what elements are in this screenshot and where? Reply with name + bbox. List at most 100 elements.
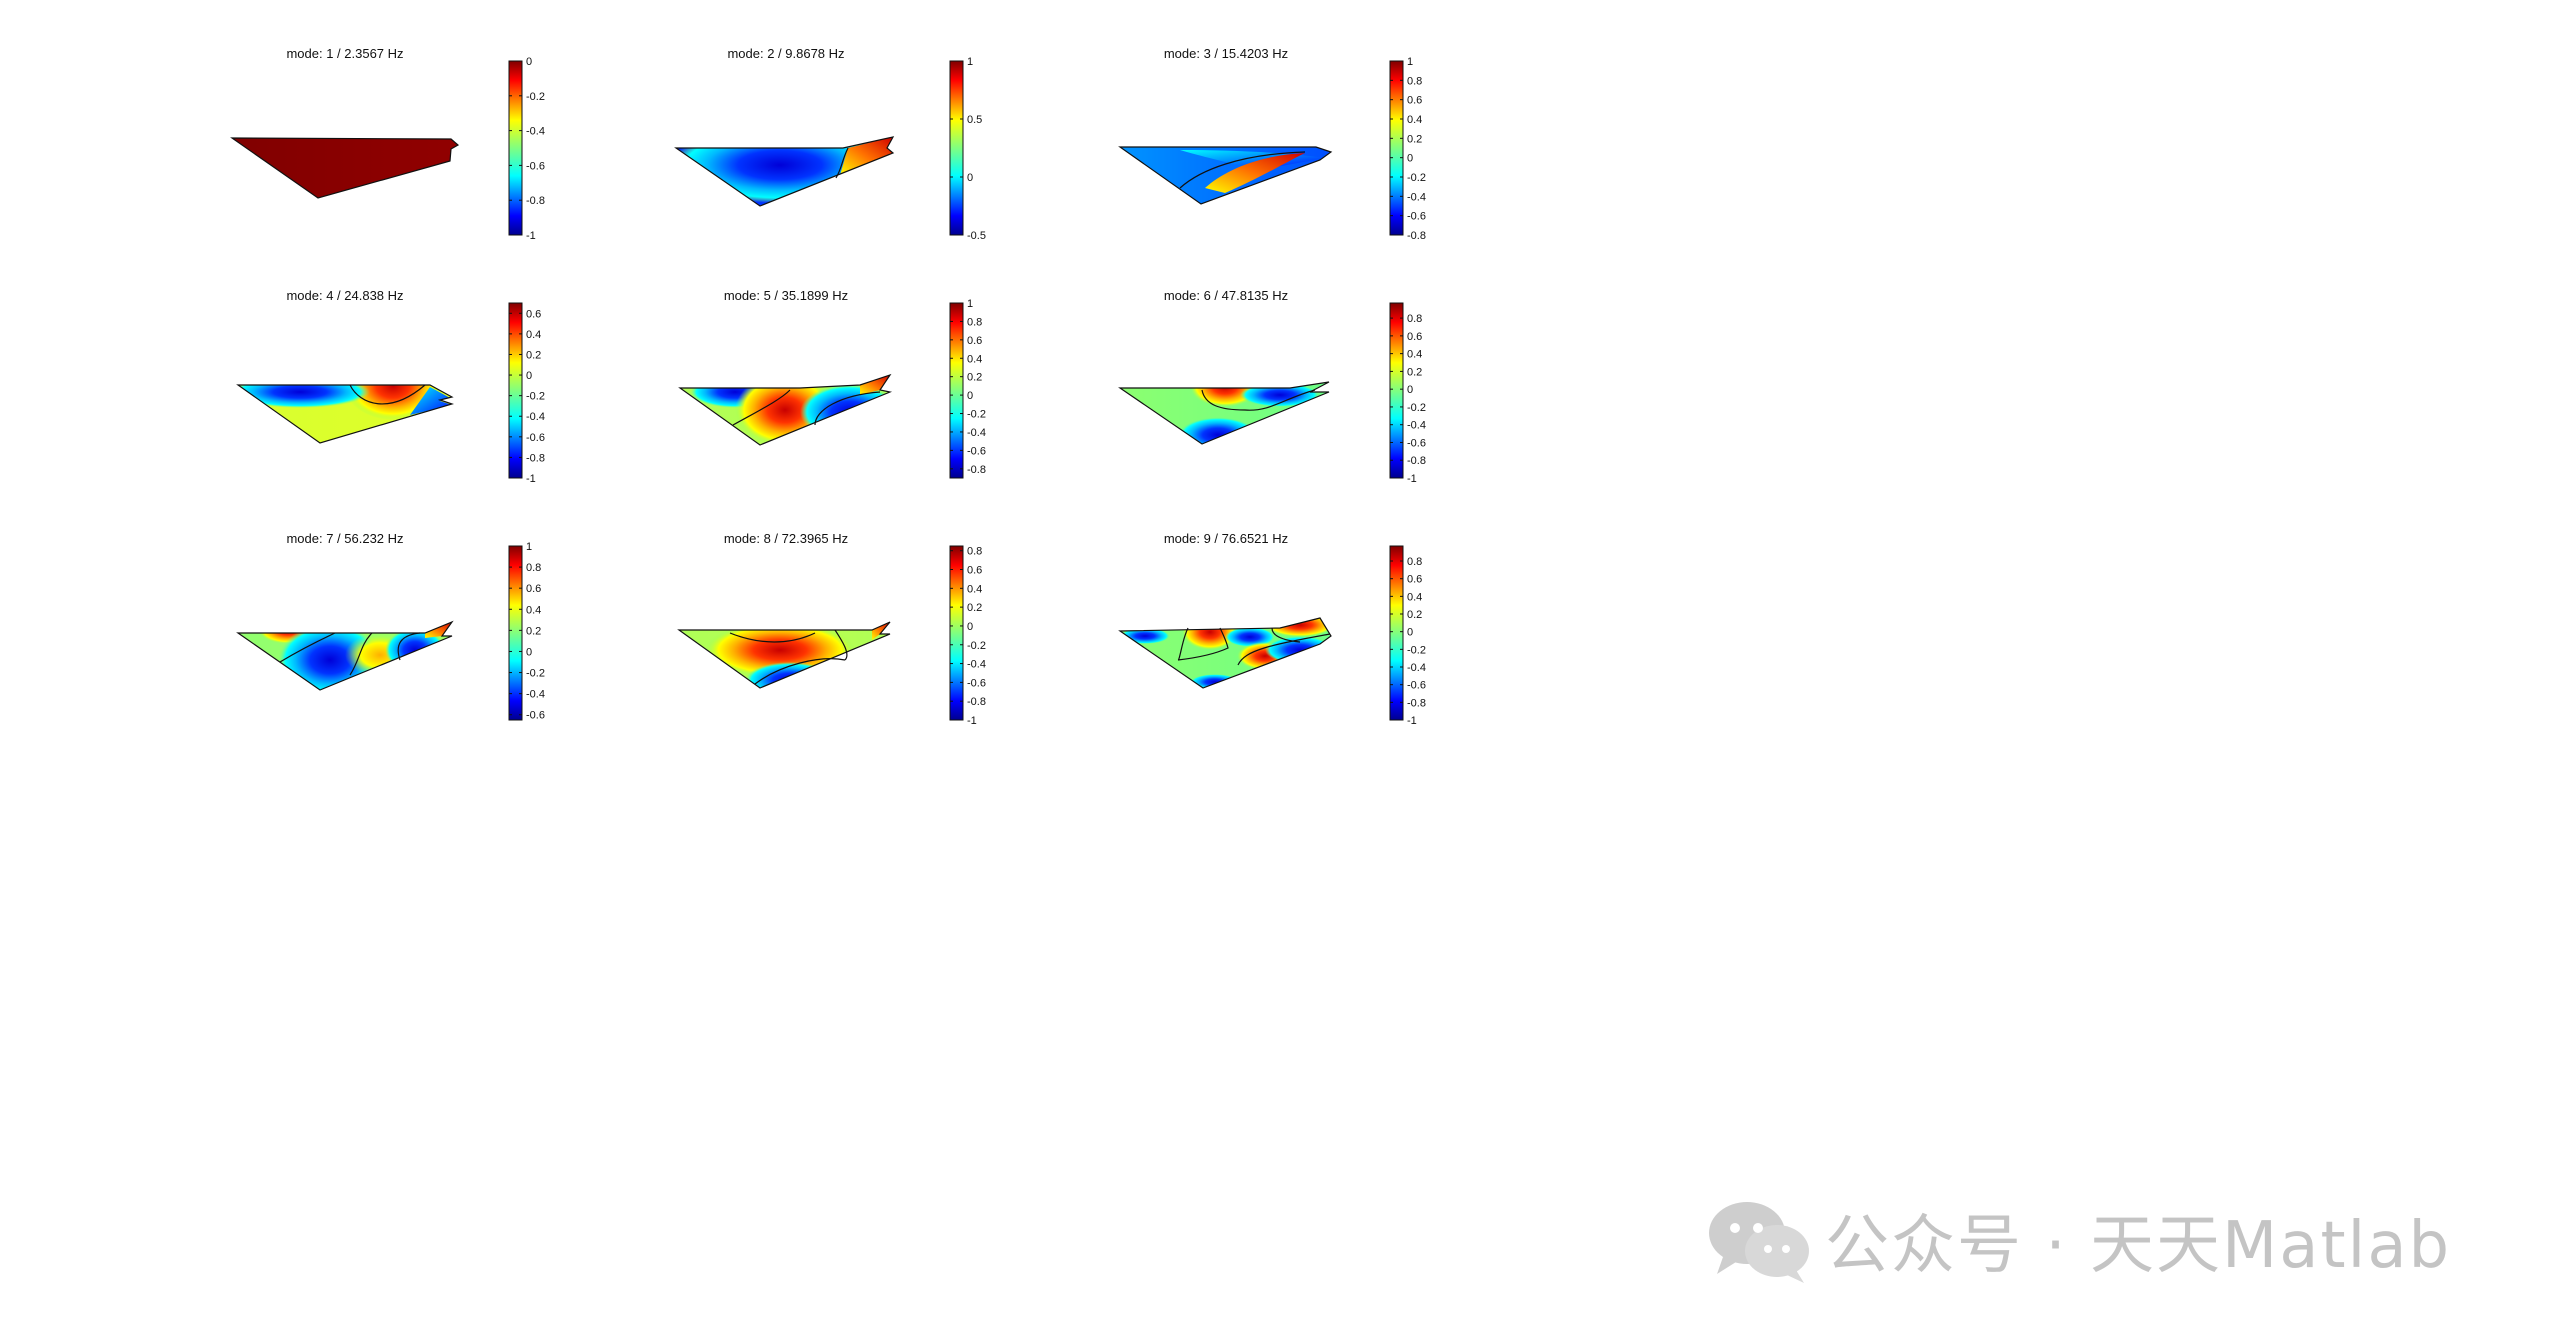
wing-outline: [674, 136, 895, 207]
colorbar-tick-label: -0.6: [1407, 437, 1426, 449]
colorbar-tick-label: 0.6: [1407, 331, 1422, 343]
colorbar-tick-label: 0: [967, 621, 973, 633]
colorbar-tick-label: 0.2: [967, 372, 982, 384]
colorbar-tick-label: -0.4: [1407, 662, 1426, 674]
colorbar: [949, 60, 964, 236]
colorbar-tick-label: -0.8: [1407, 230, 1426, 242]
colorbar-tick-label: -0.2: [1407, 644, 1426, 656]
subplot-title: mode: 9 / 76.6521 Hz: [1164, 531, 1288, 546]
colorbar-tick-label: 0.8: [526, 562, 541, 574]
colorbar-tick-label: 0: [1407, 153, 1413, 165]
nodal-line-c: [834, 629, 848, 661]
cold-region-right: [800, 384, 890, 440]
colorbar-tick-label: 0.2: [1407, 133, 1422, 145]
colorbar-tick-label: 0: [967, 390, 973, 402]
colorbar-tick-label: 0: [1407, 384, 1413, 396]
colorbar-tick-label: 0: [967, 172, 973, 184]
subplot-title: mode: 2 / 9.8678 Hz: [727, 46, 844, 61]
colorbar: [1389, 545, 1404, 721]
colorbar-tick-label: 1: [967, 56, 973, 68]
colorbar-tick-label: -0.6: [967, 677, 986, 689]
nodal-line: [1179, 151, 1306, 189]
colorbar-tick-label: 0.8: [1407, 75, 1422, 87]
colorbar-tick-label: -1: [1407, 715, 1417, 727]
colorbar: [1389, 302, 1404, 479]
colorbar-tick-label: -0.2: [526, 668, 545, 680]
colorbar-tick-label: -0.8: [967, 696, 986, 708]
colorbar-tick-label: 0.4: [967, 583, 982, 595]
wing-outline: [1118, 381, 1330, 445]
colorbar-tick-label: -0.8: [526, 452, 545, 464]
colorbar-tick-label: -0.6: [967, 445, 986, 457]
colorbar-tick-label: -0.6: [526, 710, 545, 722]
colorbar-tick-label: -0.2: [1407, 402, 1426, 414]
colorbar-tick-label: 0.6: [526, 583, 541, 595]
colorbar-tick-label: -0.6: [526, 432, 545, 444]
nodal-line-c: [1271, 627, 1301, 643]
colorbar-tick-label: 0.8: [967, 546, 982, 558]
colorbar: [949, 545, 964, 721]
colorbar-tick-label: 0.2: [967, 602, 982, 614]
colorbar-tick-label: 0.4: [1407, 114, 1422, 126]
colorbar-tick-label: -1: [1407, 473, 1417, 485]
colorbar-tick-label: -0.2: [967, 409, 986, 421]
colorbar: [1389, 60, 1404, 236]
nodal-line-b: [1237, 633, 1331, 666]
colorbar-tick-label: 0: [526, 56, 532, 68]
nodal-line-c: [397, 632, 421, 661]
colorbar-tick-label: -0.8: [967, 464, 986, 476]
colorbar-tick-label: -0.2: [526, 91, 545, 103]
colorbar-tick-label: 0.8: [967, 316, 982, 328]
colorbar: [508, 302, 523, 479]
wing-outline: [236, 384, 455, 444]
colorbar-tick-label: 0.6: [1407, 95, 1422, 107]
colorbar-tick-label: -0.8: [526, 195, 545, 207]
colorbar-tick-label: -0.6: [526, 160, 545, 172]
colorbar-tick-label: 1: [1407, 56, 1413, 68]
colorbar: [508, 545, 523, 721]
colorbar: [508, 60, 523, 236]
wing-outline: [1118, 617, 1332, 689]
subplot-title: mode: 4 / 24.838 Hz: [286, 288, 403, 303]
colorbar-tick-label: 0.6: [967, 335, 982, 347]
hot-region: [345, 385, 441, 420]
colorbar-tick-label: -0.4: [967, 659, 986, 671]
colorbar-tick-label: -1: [967, 715, 977, 727]
nodal-line-b: [814, 391, 881, 426]
wing-outline: [236, 620, 454, 691]
colorbar-tick-label: -0.4: [526, 689, 545, 701]
colorbar-tick-label: -0.6: [1407, 211, 1426, 223]
cold-region-a: [1225, 627, 1275, 647]
colorbar-tick-label: -0.8: [1407, 455, 1426, 467]
watermark: 公众号 · 天天Matlab: [1705, 1185, 2525, 1295]
nodal-line-a: [729, 632, 816, 643]
colorbar-tick-label: 0.6: [1407, 574, 1422, 586]
colorbar: [949, 302, 964, 479]
wing-outline: [678, 373, 893, 446]
colorbar-tick-label: 0.4: [967, 353, 982, 365]
colorbar-tick-label: 0: [1407, 627, 1413, 639]
colorbar-tick-label: -0.5: [967, 230, 986, 242]
wechat-logo-icon: [1709, 1202, 1809, 1283]
colorbar-tick-label: 1: [967, 298, 973, 310]
colorbar-tick-label: 0: [526, 646, 532, 658]
colorbar-tick-label: -0.4: [967, 427, 986, 439]
colorbar-tick-label: 0.4: [1407, 591, 1422, 603]
watermark-text: 公众号 · 天天Matlab: [1825, 1209, 2452, 1283]
colorbar-tick-label: 0.8: [1407, 556, 1422, 568]
colorbar-tick-label: -0.4: [1407, 420, 1426, 432]
colorbar-tick-label: 0.2: [526, 625, 541, 637]
colorbar-tick-label: -0.4: [1407, 191, 1426, 203]
colorbar-tick-label: 0.8: [1407, 313, 1422, 325]
nodal-line: [349, 384, 426, 405]
wing-outline: [677, 621, 891, 689]
colorbar-tick-label: 0.2: [1407, 366, 1422, 378]
subplot-title: mode: 1 / 2.3567 Hz: [286, 46, 403, 61]
colorbar-tick-label: 0.2: [1407, 609, 1422, 621]
wing-outline: [1118, 146, 1333, 205]
nodal-line-b: [349, 632, 373, 676]
colorbar-tick-label: -0.6: [1407, 680, 1426, 692]
nodal-line-a: [1177, 627, 1229, 661]
